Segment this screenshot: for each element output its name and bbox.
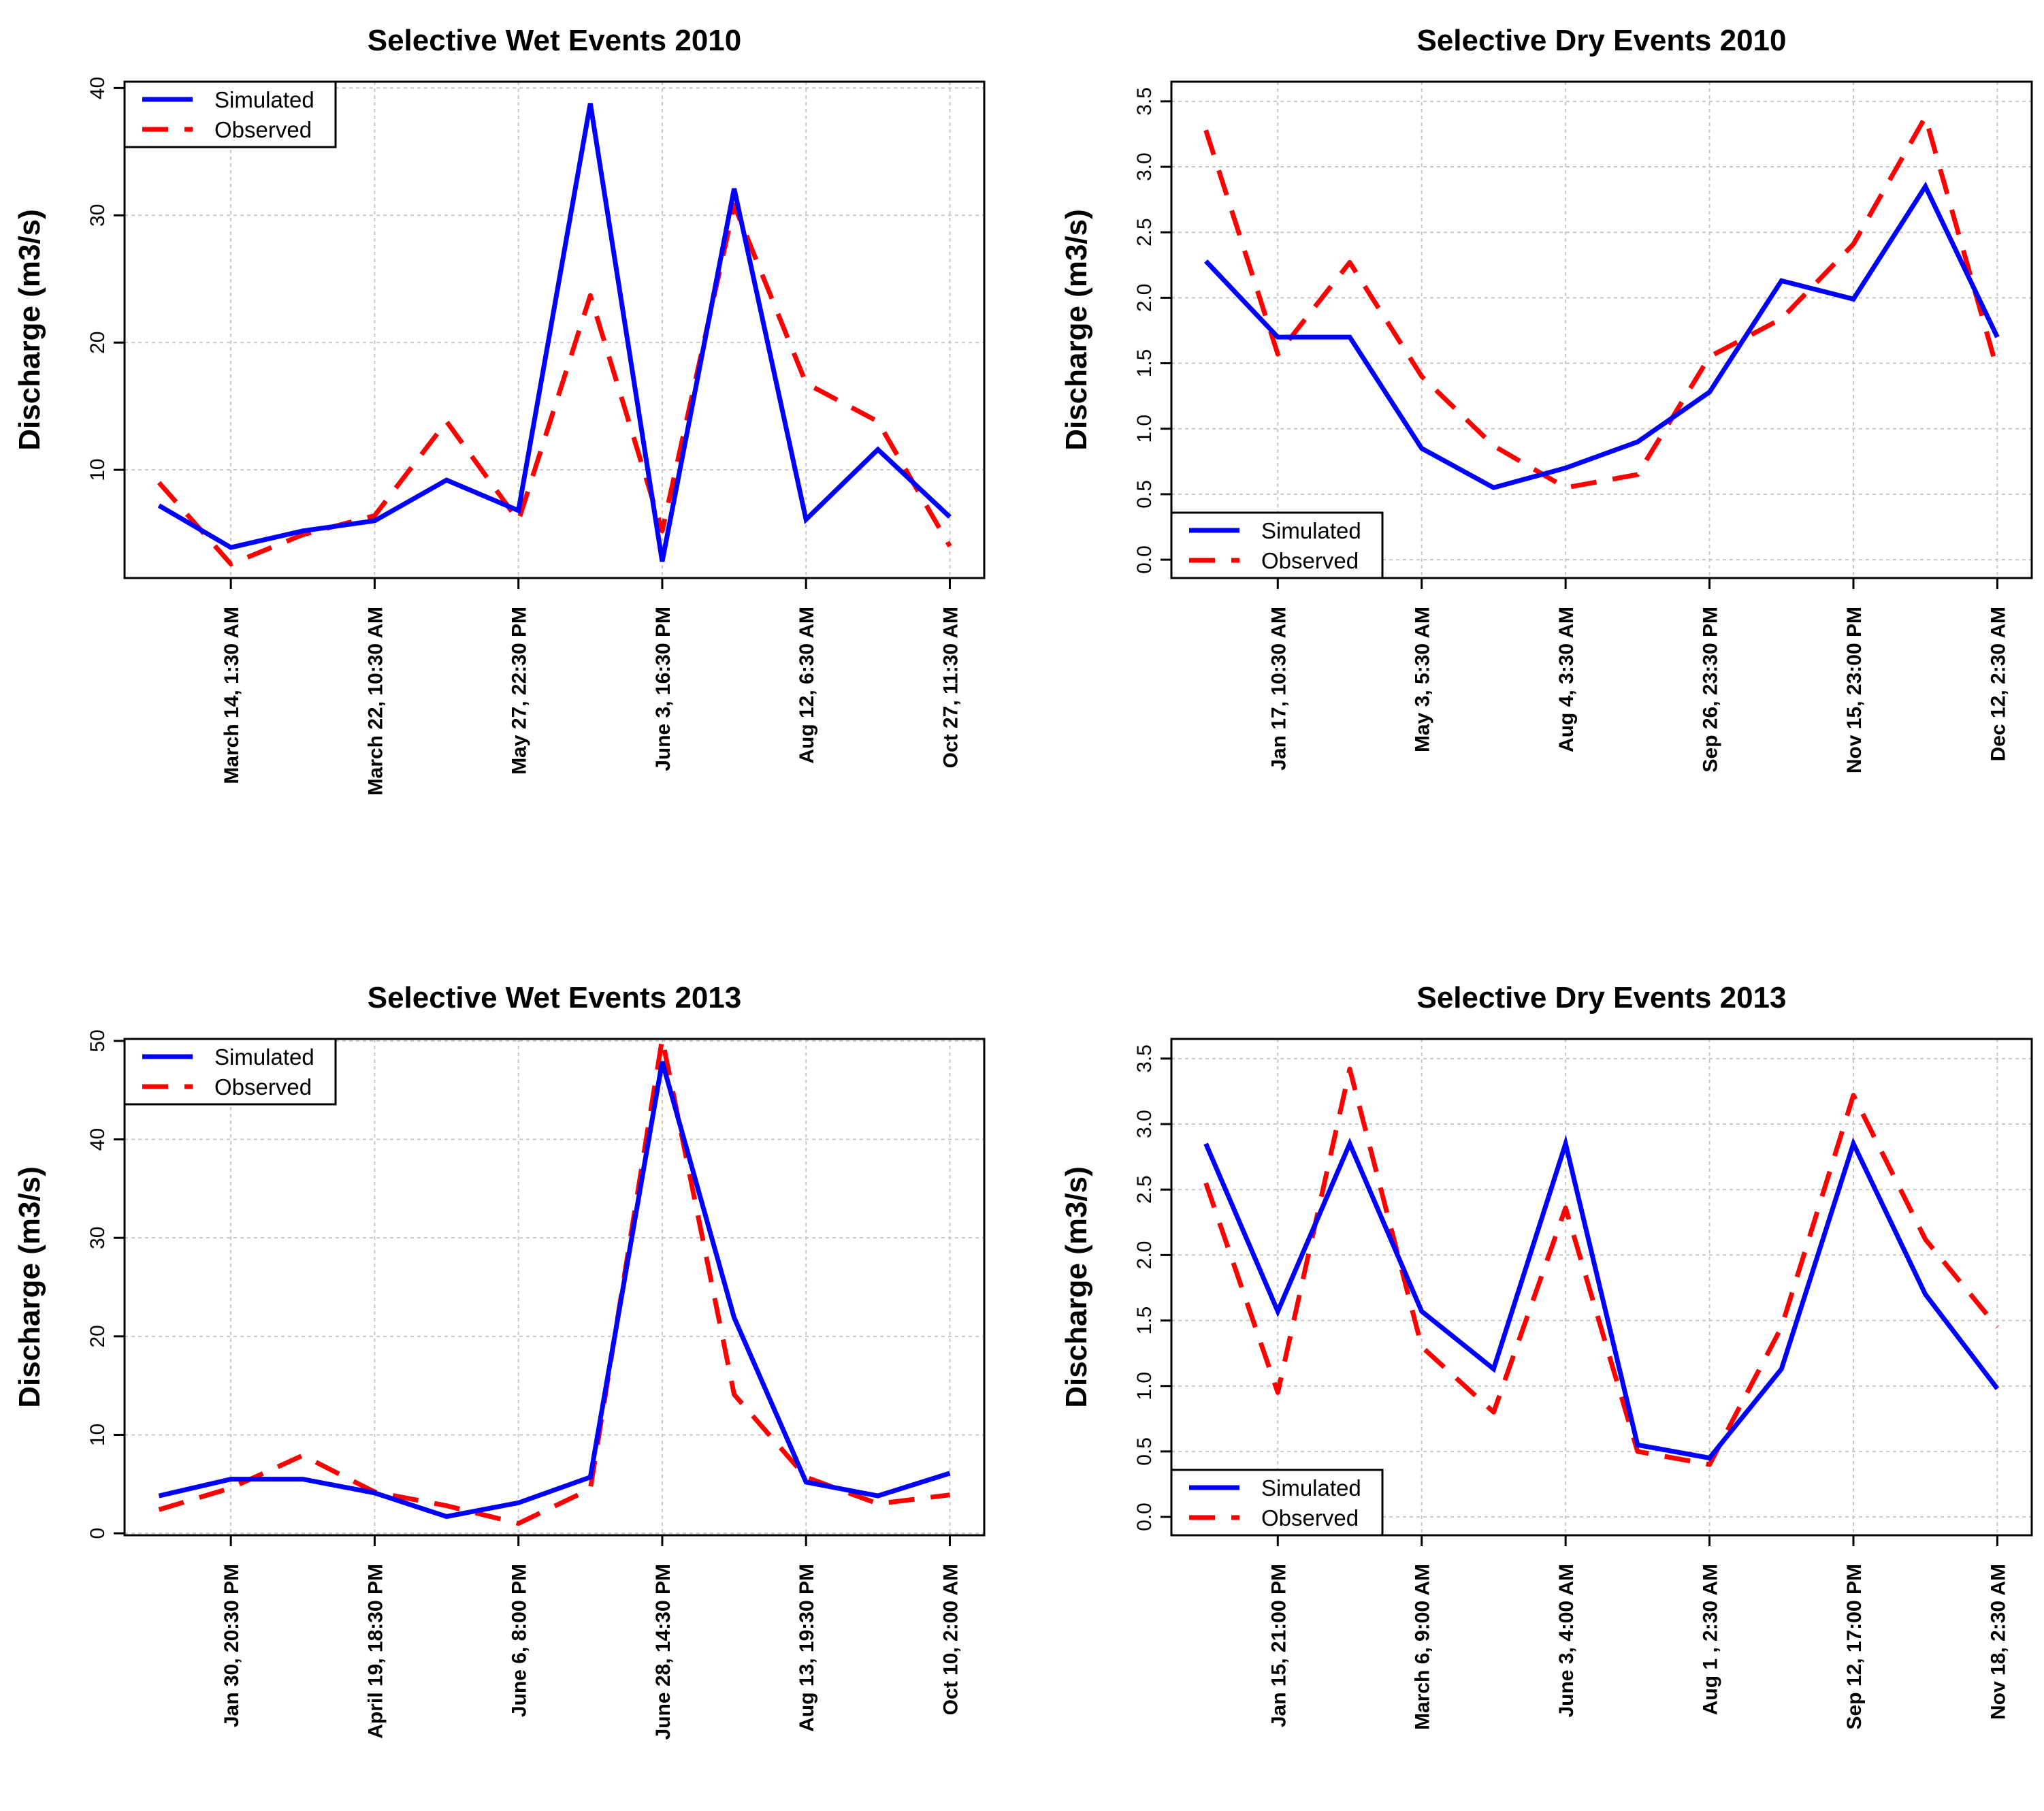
x-tick-label: Nov 18, 2:30 AM	[1987, 1564, 2009, 1720]
y-tick-label: 1.5	[1133, 1307, 1156, 1335]
y-tick-label: 2.5	[1133, 218, 1156, 246]
x-tick-label: May 3, 5:30 AM	[1412, 607, 1434, 752]
y-tick-label: 1.5	[1133, 349, 1156, 378]
chart-title: Selective Dry Events 2013	[1416, 981, 1786, 1014]
y-axis-label: Discharge (m3/s)	[13, 209, 46, 451]
y-tick-label: 40	[86, 1128, 109, 1151]
legend-label-simulated: Simulated	[1261, 1475, 1361, 1501]
legend-label-observed: Observed	[214, 1074, 312, 1100]
legend-label-simulated: Simulated	[1261, 518, 1361, 543]
chart-panel-4: Selective Dry Events 2013 Discharge (m3/s…	[1060, 981, 2033, 1730]
x-tick-label: April 19, 18:30 PM	[364, 1564, 387, 1739]
y-tick-label: 0.5	[1133, 1437, 1156, 1466]
x-tick-label: Aug 12, 6:30 AM	[796, 607, 818, 764]
legend: Simulated Observed	[1170, 1469, 1384, 1537]
y-tick-label: 30	[86, 204, 109, 227]
x-tick-label: Aug 4, 3:30 AM	[1555, 607, 1578, 752]
legend-label-observed: Observed	[1261, 1505, 1359, 1530]
series-line-simulated	[158, 1061, 951, 1520]
y-tick-label: 0.0	[1133, 1503, 1156, 1531]
legend-label-simulated: Simulated	[214, 1044, 314, 1070]
chart-panel-1: Selective Wet Events 2010 Discharge (m3/s…	[13, 24, 986, 795]
legend-box	[123, 1038, 337, 1106]
x-tick-label: May 27, 22:30 PM	[508, 607, 531, 775]
x-tick-label: Jan 17, 10:30 AM	[1267, 607, 1290, 771]
x-tick-label: Jan 30, 20:30 PM	[221, 1564, 243, 1727]
y-tick-label: 3.0	[1133, 1110, 1156, 1138]
legend-label-observed: Observed	[1261, 548, 1359, 573]
series-line-observed	[1203, 114, 2000, 490]
y-tick-label: 2.0	[1133, 1241, 1156, 1270]
x-tick-label: June 28, 14:30 PM	[652, 1564, 675, 1740]
chart-panel-3: Selective Wet Events 2013 Discharge (m3/s…	[13, 981, 986, 1740]
legend-label-simulated: Simulated	[214, 87, 314, 112]
x-tick-label: June 3, 4:00 AM	[1555, 1564, 1578, 1718]
x-tick-label: March 22, 10:30 AM	[364, 607, 387, 795]
plot-frame	[1170, 1038, 2033, 1537]
y-tick-label: 0	[86, 1528, 109, 1539]
y-tick-label: 0.5	[1133, 480, 1156, 509]
plot-frame	[123, 80, 986, 579]
chart-title: Selective Wet Events 2013	[368, 981, 742, 1014]
x-tick-label: Sep 12, 17:00 PM	[1843, 1564, 1866, 1729]
x-tick-label: Oct 27, 11:30 AM	[939, 607, 962, 768]
x-tick-label: March 6, 9:00 AM	[1412, 1564, 1434, 1730]
y-axis-label: Discharge (m3/s)	[1060, 209, 1093, 451]
chart-title: Selective Wet Events 2010	[368, 24, 742, 57]
x-tick-label: Dec 12, 2:30 AM	[1987, 607, 2009, 761]
legend-box	[123, 80, 337, 148]
legend-box	[1170, 1469, 1384, 1537]
plot-frame	[123, 1038, 986, 1537]
y-axis-label: Discharge (m3/s)	[1060, 1166, 1093, 1408]
legend: Simulated Observed	[1170, 511, 1384, 579]
plot-frame	[1170, 80, 2033, 579]
y-tick-label: 30	[86, 1226, 109, 1249]
legend: Simulated Observed	[123, 1038, 337, 1106]
legend-box	[1170, 511, 1384, 579]
chart-panel-2: Selective Dry Events 2010 Discharge (m3/s…	[1060, 24, 2033, 773]
series-line-simulated	[1203, 1134, 2000, 1461]
x-tick-label: June 6, 8:00 PM	[508, 1564, 531, 1717]
y-tick-label: 1.0	[1133, 415, 1156, 443]
y-tick-label: 3.0	[1133, 153, 1156, 181]
series-line-simulated	[1204, 181, 2000, 491]
series-line-observed	[1203, 1066, 2000, 1467]
x-tick-label: Jan 15, 21:00 PM	[1267, 1564, 1290, 1727]
y-axis-label: Discharge (m3/s)	[13, 1166, 46, 1408]
y-tick-label: 0.0	[1133, 545, 1156, 574]
chart-title: Selective Dry Events 2010	[1416, 24, 1786, 57]
y-tick-label: 3.5	[1133, 1044, 1156, 1073]
y-tick-label: 10	[86, 458, 109, 481]
series-line-observed	[158, 1036, 950, 1526]
x-tick-label: Nov 15, 23:00 PM	[1843, 607, 1866, 773]
y-tick-label: 2.0	[1133, 284, 1156, 312]
x-tick-label: Oct 10, 2:00 AM	[939, 1564, 962, 1715]
y-tick-label: 1.0	[1133, 1372, 1156, 1400]
y-tick-label: 2.5	[1133, 1175, 1156, 1204]
y-tick-label: 10	[86, 1424, 109, 1446]
y-tick-label: 3.5	[1133, 87, 1156, 116]
y-tick-label: 20	[86, 1325, 109, 1347]
x-tick-label: Aug 1 , 2:30 AM	[1700, 1564, 1722, 1715]
chart-panels: Selective Wet Events 2010 Discharge (m3/s…	[13, 24, 2033, 1740]
x-tick-label: Sep 26, 23:30 PM	[1700, 607, 1722, 772]
y-tick-label: 50	[86, 1029, 109, 1052]
legend: Simulated Observed	[123, 80, 337, 148]
series-line-observed	[157, 202, 952, 566]
x-tick-label: March 14, 1:30 AM	[221, 607, 243, 784]
y-tick-label: 20	[86, 332, 109, 354]
x-tick-label: June 3, 16:30 PM	[652, 607, 675, 771]
series-line-simulated	[157, 103, 952, 562]
y-tick-label: 40	[86, 77, 109, 99]
legend-label-observed: Observed	[214, 117, 312, 142]
x-tick-label: Aug 13, 19:30 PM	[796, 1564, 818, 1732]
